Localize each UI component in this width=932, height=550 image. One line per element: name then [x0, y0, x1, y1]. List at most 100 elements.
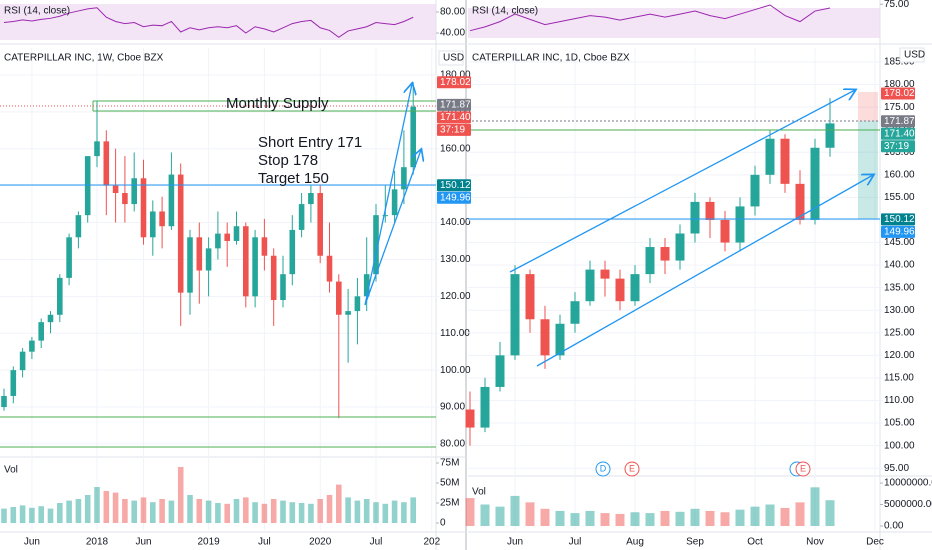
- currency-box[interactable]: [899, 47, 925, 63]
- candle-body: [795, 183, 805, 220]
- candle-body: [122, 193, 128, 205]
- event-badge[interactable]: [795, 461, 811, 477]
- volume-bar: [345, 497, 351, 523]
- y-tick-label: 145.00: [884, 237, 915, 248]
- rsi-line: [469, 4, 831, 32]
- volume-bar: [94, 487, 100, 523]
- candle-body: [510, 274, 520, 356]
- candle-body: [735, 206, 745, 243]
- price-tag: [437, 98, 471, 111]
- candle-body: [345, 311, 351, 315]
- volume-bar: [510, 495, 520, 527]
- candle-body: [261, 237, 268, 256]
- candle-body: [495, 355, 505, 387]
- price-tag: [881, 115, 915, 128]
- candle-body: [75, 215, 82, 238]
- x-tick-label: Jul: [569, 537, 582, 548]
- x-tick-label: Jun: [24, 537, 40, 548]
- rsi-band: [0, 4, 436, 40]
- volume-title: Vol: [4, 465, 18, 476]
- volume-bar: [261, 503, 268, 523]
- candle-body: [252, 237, 258, 297]
- chart-title: CATERPILLAR INC, 1W, Cboe BZX: [4, 53, 164, 64]
- candle-body: [630, 274, 640, 302]
- candle-body: [84, 156, 91, 216]
- volume-bar: [205, 500, 212, 523]
- candle-body: [10, 370, 17, 396]
- x-tick-label: 2020: [309, 537, 332, 548]
- candle-body: [187, 237, 193, 293]
- candle-body: [363, 274, 370, 297]
- price-tag: [437, 123, 471, 136]
- y-tick-label: 100.00: [884, 440, 915, 451]
- event-label: D: [600, 463, 607, 473]
- candle-body: [289, 229, 296, 275]
- candle-body: [94, 141, 100, 157]
- drawings: [0, 84, 880, 448]
- candle-body: [103, 141, 110, 186]
- labels: RSI (14, close) RSI (14, close) CATERPIL…: [4, 6, 925, 498]
- candle-body: [19, 351, 26, 371]
- x-tick-label: 202: [423, 537, 440, 548]
- candle-body: [336, 281, 342, 315]
- candle-body: [480, 386, 490, 428]
- rsi-title: RSI (14, close): [4, 6, 70, 17]
- price-tag-label: 37:19: [884, 141, 909, 152]
- candle-body: [66, 237, 72, 278]
- marks: [1, 4, 835, 527]
- event-badge[interactable]: [595, 461, 611, 477]
- event-badge[interactable]: [624, 461, 640, 477]
- x-tick-label: Jul: [258, 537, 271, 548]
- y-tick-label: 10000000.00: [884, 478, 932, 489]
- x-tick-label: 2019: [197, 537, 220, 548]
- chart-title: CATERPILLAR INC, 1D, Cboe BZX: [472, 53, 630, 64]
- event-label: E: [800, 463, 806, 473]
- volume-bar: [140, 497, 147, 523]
- volume-bar: [795, 502, 805, 527]
- candle-body: [215, 233, 221, 249]
- volume-bar: [540, 508, 550, 527]
- price-tag-label: 37:19: [440, 125, 465, 136]
- target-zone: [858, 121, 878, 219]
- candle-body: [308, 193, 314, 205]
- x-tick-label: Jun: [135, 537, 151, 548]
- volume-bar: [645, 513, 655, 527]
- volume-bar: [19, 505, 26, 523]
- currency-box[interactable]: [438, 50, 464, 66]
- volume-bar: [308, 503, 314, 523]
- volume-bar: [326, 495, 333, 523]
- candle-body: [810, 147, 820, 220]
- y-tick-label: 40.00: [440, 28, 465, 39]
- volume-bar: [38, 506, 44, 523]
- annotation: Target 150: [258, 170, 329, 187]
- y-tick-label: 100.00: [440, 365, 471, 376]
- candle-body: [675, 233, 685, 261]
- candle-body: [585, 269, 595, 302]
- y-tick-label: 5000000.00: [884, 499, 932, 510]
- volume-bar: [10, 507, 17, 523]
- y-tick-label: 75M: [440, 458, 459, 469]
- volume-bar: [66, 500, 72, 523]
- volume-bar: [75, 499, 82, 523]
- volume-bar: [196, 499, 203, 523]
- volume-bar: [675, 511, 685, 527]
- candle-body: [354, 296, 361, 312]
- candle-body: [555, 323, 565, 356]
- candle-body: [615, 278, 625, 302]
- volume-title: Vol: [472, 487, 486, 498]
- candle-body: [645, 247, 655, 275]
- volume-bar: [243, 497, 249, 523]
- y-tick-label: 120.00: [440, 291, 471, 302]
- price-tag: [437, 76, 471, 89]
- volume-bar: [29, 507, 35, 523]
- candle-body: [298, 204, 305, 230]
- annotation: Stop 178: [258, 152, 318, 169]
- x-tick-label: Nov: [806, 537, 824, 548]
- candle-body: [196, 237, 203, 271]
- volume-bar: [570, 513, 580, 527]
- volume-bar: [233, 499, 240, 523]
- x-tick-label: Oct: [747, 537, 763, 548]
- y-tick-label: 50M: [440, 478, 459, 489]
- candle-body: [825, 123, 835, 148]
